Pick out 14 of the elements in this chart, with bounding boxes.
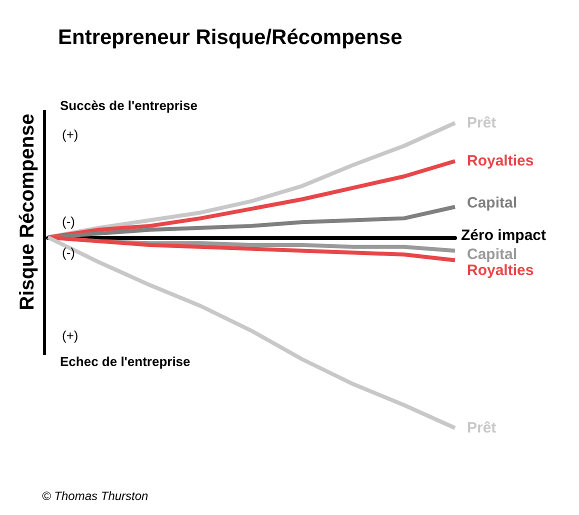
series-label: Capital: [467, 246, 518, 264]
chart-title: Entrepreneur Risque/Récompense: [58, 26, 402, 50]
text: Succès de l'entreprise: [60, 98, 198, 113]
text: Zéro impact: [461, 227, 546, 244]
series-label: Royalties: [467, 152, 534, 170]
annotation: (-): [62, 245, 75, 260]
annotation: (-): [62, 214, 75, 229]
series-label: Royalties: [467, 262, 534, 279]
annotation: (+): [62, 328, 78, 343]
annotation: (+): [62, 127, 78, 142]
series-label: Capital: [467, 194, 518, 212]
annotation: Echec de l'entreprise: [60, 354, 190, 369]
y-axis-title: Risque Récompense: [16, 114, 40, 310]
text: © Thomas Thurston: [42, 489, 148, 503]
